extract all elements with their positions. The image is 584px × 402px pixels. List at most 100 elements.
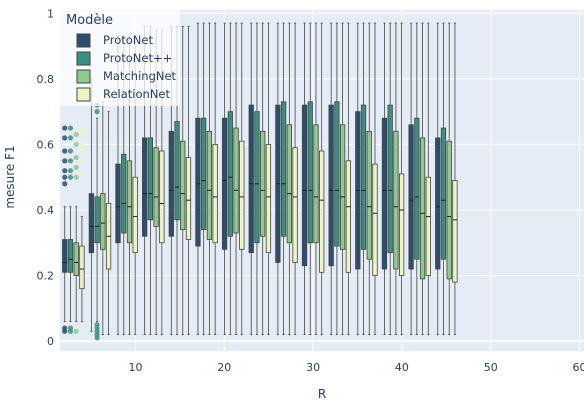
outlier-point	[67, 135, 74, 141]
legend-item: ProtoNet	[76, 33, 153, 48]
outlier-point	[79, 141, 85, 148]
outlier-point	[67, 125, 74, 131]
outlier-point	[73, 154, 79, 161]
y-tick-label: 0.2	[37, 270, 55, 283]
outlier-point	[62, 135, 68, 141]
box	[307, 101, 313, 244]
box	[387, 104, 393, 254]
outlier-point	[62, 181, 68, 187]
box	[446, 140, 452, 280]
outlier-point	[79, 148, 85, 154]
legend-label: RelationNet	[103, 87, 170, 101]
legend-swatch	[76, 69, 91, 84]
box	[313, 124, 319, 244]
box	[94, 196, 100, 244]
outlier-point	[79, 125, 85, 131]
box	[419, 137, 426, 280]
box	[408, 124, 414, 270]
box	[301, 104, 308, 267]
box	[88, 193, 95, 254]
outlier-point	[62, 325, 68, 331]
box	[195, 117, 201, 247]
box	[334, 101, 340, 247]
box	[319, 150, 325, 273]
box	[79, 245, 85, 290]
box	[339, 124, 346, 250]
series-protonet	[62, 22, 441, 336]
box	[185, 157, 192, 240]
box	[227, 111, 233, 237]
box	[100, 193, 106, 250]
y-axis-title: mesure F1	[3, 145, 17, 208]
outlier-point	[73, 164, 79, 170]
box	[126, 160, 133, 244]
y-tick-label: 0.4	[37, 204, 55, 217]
x-tick-label: 50	[484, 361, 498, 374]
outlier-point	[73, 141, 79, 148]
box	[452, 180, 458, 283]
box	[67, 239, 74, 273]
box	[425, 176, 431, 276]
outlier-point	[67, 174, 74, 180]
legend-item: ProtoNet++	[76, 51, 172, 66]
legend-label: ProtoNet	[103, 33, 153, 47]
box	[440, 127, 447, 260]
outlier-point	[94, 109, 100, 115]
axis-ticks: 0 0.2 0.4 0.6 0.8 1 10 20 30 40 50 60	[37, 7, 584, 374]
box	[360, 104, 367, 250]
box	[206, 130, 213, 240]
box	[221, 117, 228, 250]
box	[212, 144, 218, 244]
box	[73, 242, 79, 276]
x-tick-label: 40	[395, 361, 409, 374]
outlier-point	[79, 158, 85, 164]
series-matchingnet	[73, 22, 452, 336]
box	[174, 121, 180, 221]
legend: Modèle ProtoNet ProtoNet++ MatchingNet Rela…	[60, 6, 180, 106]
box	[414, 117, 420, 260]
box	[159, 150, 165, 244]
box	[153, 147, 159, 227]
legend-item: RelationNet	[76, 87, 170, 102]
box	[399, 173, 405, 276]
outlier-point	[62, 148, 68, 154]
box	[393, 130, 399, 270]
legend-swatch	[76, 87, 91, 102]
box	[147, 137, 154, 221]
box	[292, 147, 298, 263]
box	[280, 101, 287, 237]
legend-label: MatchingNet	[103, 69, 177, 83]
box	[168, 130, 174, 237]
outlier-point	[67, 168, 74, 174]
box	[121, 153, 127, 234]
box	[372, 163, 378, 276]
x-tick-label: 10	[128, 361, 142, 374]
box	[233, 127, 239, 234]
legend-swatch	[76, 51, 91, 66]
outlier-point	[62, 125, 68, 131]
box	[201, 117, 207, 231]
x-tick-label: 60	[573, 361, 584, 374]
outlier-point	[67, 148, 74, 154]
outlier-point	[94, 322, 100, 328]
outlier-point	[62, 158, 68, 164]
x-tick-label: 30	[306, 361, 320, 374]
outlier-point	[67, 158, 74, 164]
y-tick-label: 1	[47, 7, 54, 20]
y-tick-label: 0.6	[37, 138, 55, 151]
box	[345, 160, 351, 273]
x-axis-title: R	[318, 387, 326, 401]
box	[328, 104, 334, 267]
box	[366, 130, 372, 260]
outlier-point	[79, 131, 85, 138]
box	[248, 104, 254, 254]
box	[142, 137, 148, 237]
box	[239, 140, 245, 250]
legend-item: MatchingNet	[76, 69, 177, 84]
series-protonet-	[67, 22, 447, 341]
outlier-point	[73, 131, 79, 138]
box	[132, 176, 138, 254]
box	[180, 140, 186, 231]
x-tick-label: 20	[217, 361, 231, 374]
